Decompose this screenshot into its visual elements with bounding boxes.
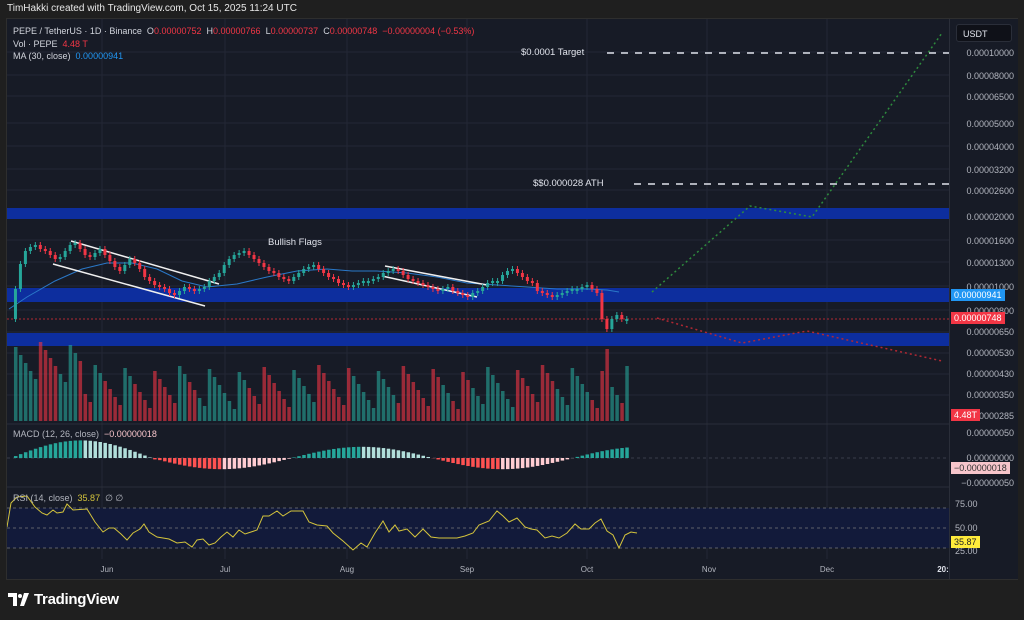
time-tick: Dec (819, 565, 835, 574)
ma-value: 0.00000941 (75, 51, 124, 61)
volume-badge: 4.48T (951, 409, 981, 421)
time-tick: Oct (580, 565, 594, 574)
price-tick: 0.00000650 (966, 327, 1014, 337)
close-value: 0.00000748 (329, 26, 378, 36)
high-value: 0.00000766 (213, 26, 261, 36)
price-tick: 0.00000530 (966, 348, 1014, 358)
last-price-badge: 0.00000748 (951, 312, 1005, 324)
macd-tick: 0.00000050 (966, 428, 1014, 438)
price-tick: 0.00000800 (966, 306, 1014, 316)
macd-badge: −0.00000018 (951, 462, 1010, 474)
price-tick: 0.00000430 (966, 369, 1014, 379)
symbol-label[interactable]: PEPE / TetherUS · 1D · Binance (13, 26, 142, 36)
rsi-value: 35.87 (77, 493, 101, 503)
chart-credit: TimHakki created with TradingView.com, O… (7, 3, 297, 14)
price-tick: 0.00000285 (966, 411, 1014, 421)
rsi-tick: 50.00 (955, 523, 978, 533)
open-value: 0.00000752 (153, 26, 202, 36)
price-tick: 0.00001000 (966, 282, 1014, 292)
main-plot[interactable]: PEPE / TetherUS · 1D · Binance O0.000007… (7, 19, 949, 579)
target-annotation[interactable]: $0.0001 Target (521, 47, 585, 58)
rsi-tick: 25.00 (955, 546, 978, 556)
tradingview-logo[interactable]: TradingView (8, 591, 119, 608)
ma-label[interactable]: MA (30, close) (13, 51, 71, 61)
ohlc-row: PEPE / TetherUS · 1D · Binance O0.000007… (13, 26, 475, 36)
rsi-badge: 35.87 (951, 536, 980, 548)
time-tick: Jun (100, 565, 114, 574)
ma-price-badge: 0.00000941 (951, 289, 1005, 301)
price-tick: 0.00001600 (966, 236, 1014, 246)
price-axis[interactable]: USDT 0.00010000 0.00008000 0.00006500 0.… (949, 19, 1018, 579)
macd-legend[interactable]: MACD (12, 26, close) −0.00000018 (13, 429, 157, 439)
price-tick: 0.00008000 (966, 71, 1014, 81)
time-tick: Sep (459, 565, 475, 574)
time-tick: Nov (701, 565, 717, 574)
chart-frame[interactable]: PEPE / TetherUS · 1D · Binance O0.000007… (6, 18, 1018, 580)
brand-name: TradingView (34, 591, 119, 608)
rsi-tick: 75.00 (955, 499, 978, 509)
rsi-extra: ∅ ∅ (105, 493, 124, 503)
tradingview-logo-icon (8, 592, 29, 606)
volume-label[interactable]: Vol · PEPE (13, 38, 58, 49)
time-tick: 20: (937, 565, 949, 574)
rsi-legend[interactable]: RSI (14, close) 35.87 ∅ ∅ (13, 493, 124, 503)
low-value: 0.00000737 (270, 26, 319, 36)
price-tick: 0.00000350 (966, 390, 1014, 400)
volume-row: Vol · PEPE 4.48 T (13, 38, 474, 51)
macd-tick: 0.00000000 (966, 453, 1014, 463)
price-tick: 0.00010000 (966, 48, 1014, 58)
price-tick: 0.00004000 (966, 142, 1014, 152)
currency-selector[interactable]: USDT (956, 24, 1012, 42)
price-tick: 0.00002600 (966, 186, 1014, 196)
change-value: −0.00000004 (−0.53%) (382, 26, 475, 36)
macd-value: −0.00000018 (104, 429, 157, 439)
time-tick: Aug (339, 565, 355, 574)
ma-row: MA (30, close) 0.00000941 (13, 50, 474, 63)
chart-canvas (7, 19, 949, 559)
time-axis[interactable]: Jun Jul Aug Sep Oct Nov Dec 20: (7, 559, 949, 579)
price-tick: 0.00006500 (966, 92, 1014, 102)
volume-value: 4.48 T (62, 38, 88, 49)
price-tick: 0.00001300 (966, 258, 1014, 268)
bullish-flags-annotation[interactable]: Bullish Flags (268, 237, 322, 248)
price-tick: 0.00003200 (966, 165, 1014, 175)
macd-tick: −0.00000050 (961, 478, 1014, 488)
time-tick: Jul (219, 565, 231, 574)
price-tick: 0.00005000 (966, 119, 1014, 129)
price-tick: 0.00002000 (966, 212, 1014, 222)
ath-annotation[interactable]: $$0.000028 ATH (533, 178, 604, 189)
chart-legend: PEPE / TetherUS · 1D · Binance O0.000007… (13, 25, 474, 63)
